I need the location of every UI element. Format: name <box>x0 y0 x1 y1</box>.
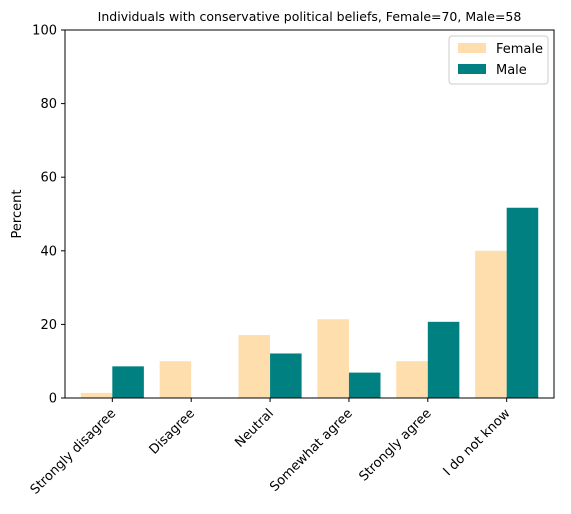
plot-frame <box>64 29 555 399</box>
bar-female-4 <box>396 361 428 398</box>
bar-female-0 <box>80 392 113 398</box>
bar-female-1 <box>159 361 192 398</box>
x-tick-label: Disagree <box>147 406 198 457</box>
legend-label-male: Male <box>496 63 527 78</box>
x-tick-label: I do not know <box>441 406 514 479</box>
y-tick-label: 0 <box>49 392 57 407</box>
bar-male-2 <box>270 353 302 398</box>
x-tick-label: Neutral <box>232 406 277 451</box>
bar-male-4 <box>427 321 460 398</box>
bar-female-5 <box>475 250 507 398</box>
y-tick-label: 100 <box>32 24 57 39</box>
y-tick-label: 40 <box>40 244 57 259</box>
x-tick-label: Strongly disagree <box>28 406 119 497</box>
legend: Female Male <box>448 35 549 85</box>
bar-male-0 <box>112 366 144 398</box>
bar-male-3 <box>348 372 381 398</box>
legend-swatch-female <box>458 43 486 53</box>
bar-male-5 <box>506 207 539 398</box>
y-tick-label: 80 <box>40 97 57 112</box>
y-axis-label: Percent <box>10 190 25 239</box>
bar-female-2 <box>238 335 271 398</box>
y-tick-label: 60 <box>40 171 57 186</box>
bars-layer <box>80 207 539 398</box>
legend-swatch-male <box>458 64 486 74</box>
axes-layer: 0 20 40 60 80 100 Strongly disagree Disagree Neu… <box>28 24 555 498</box>
legend-label-female: Female <box>496 42 543 57</box>
chart-title: Individuals with conservative political … <box>98 9 522 24</box>
bar-female-3 <box>317 319 349 398</box>
x-tick-label: Strongly agree <box>356 406 434 484</box>
x-tick-label: Somewhat agree <box>267 406 356 495</box>
y-tick-label: 20 <box>40 318 57 333</box>
